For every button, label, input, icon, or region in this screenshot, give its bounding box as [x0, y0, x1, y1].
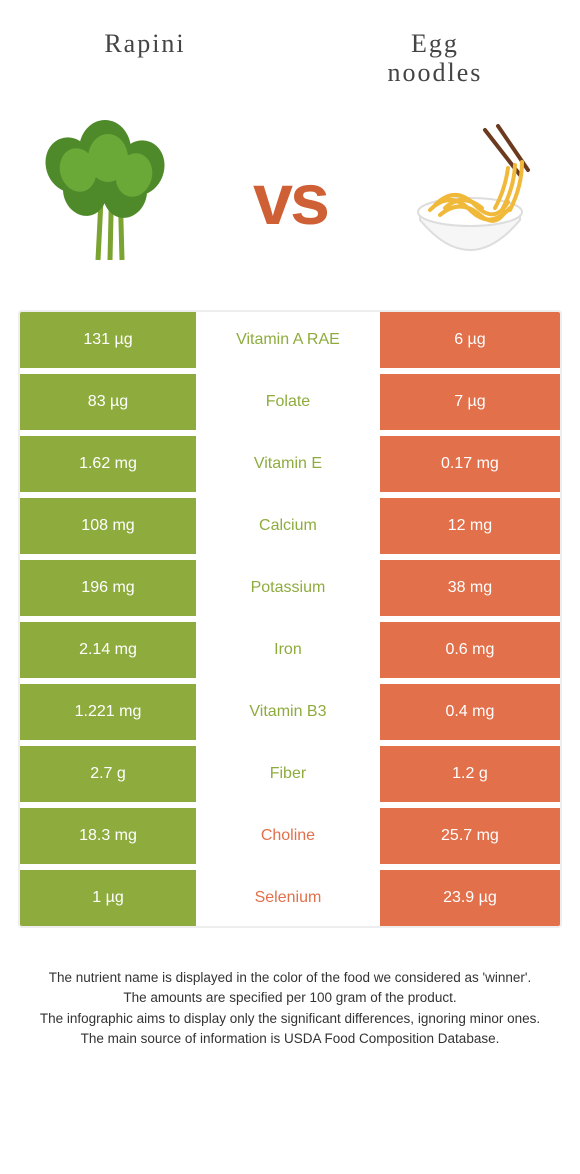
cell-right-value: 0.4 mg	[380, 684, 560, 740]
title-right: Eggnoodles	[388, 30, 483, 87]
cell-nutrient-name: Folate	[200, 374, 380, 430]
table-row: 196 mgPotassium38 mg	[20, 560, 560, 616]
table-row: 1.221 mgVitamin B30.4 mg	[20, 684, 560, 740]
cell-right-value: 1.2 g	[380, 746, 560, 802]
title-left: Rapini	[104, 30, 185, 59]
cell-nutrient-name: Vitamin A RAE	[200, 312, 380, 368]
table-row: 83 µgFolate7 µg	[20, 374, 560, 430]
footnote-line: The infographic aims to display only the…	[28, 1009, 552, 1029]
cell-left-value: 2.7 g	[20, 746, 200, 802]
images-row: vs	[0, 110, 580, 310]
table-row: 108 mgCalcium12 mg	[20, 498, 560, 554]
cell-left-value: 2.14 mg	[20, 622, 200, 678]
cell-nutrient-name: Calcium	[200, 498, 380, 554]
cell-left-value: 83 µg	[20, 374, 200, 430]
cell-left-value: 1 µg	[20, 870, 200, 926]
cell-right-value: 7 µg	[380, 374, 560, 430]
rapini-image	[30, 120, 190, 280]
nutrient-table: 131 µgVitamin A RAE6 µg 83 µgFolate7 µg 1.…	[18, 310, 562, 928]
header: Rapini Eggnoodles	[0, 0, 580, 110]
vs-label: vs	[253, 164, 327, 236]
footnotes: The nutrient name is displayed in the co…	[0, 928, 580, 1049]
table-row: 1 µgSelenium23.9 µg	[20, 870, 560, 926]
cell-nutrient-name: Fiber	[200, 746, 380, 802]
cell-right-value: 0.17 mg	[380, 436, 560, 492]
cell-right-value: 12 mg	[380, 498, 560, 554]
footnote-line: The amounts are specified per 100 gram o…	[28, 988, 552, 1008]
cell-right-value: 38 mg	[380, 560, 560, 616]
table-row: 2.14 mgIron0.6 mg	[20, 622, 560, 678]
noodles-image	[390, 120, 550, 280]
footnote-line: The nutrient name is displayed in the co…	[28, 968, 552, 988]
table-row: 1.62 mgVitamin E0.17 mg	[20, 436, 560, 492]
cell-nutrient-name: Vitamin E	[200, 436, 380, 492]
cell-right-value: 23.9 µg	[380, 870, 560, 926]
noodles-icon	[390, 120, 550, 280]
cell-left-value: 1.221 mg	[20, 684, 200, 740]
footnote-line: The main source of information is USDA F…	[28, 1029, 552, 1049]
cell-nutrient-name: Potassium	[200, 560, 380, 616]
cell-right-value: 6 µg	[380, 312, 560, 368]
cell-left-value: 196 mg	[20, 560, 200, 616]
cell-nutrient-name: Vitamin B3	[200, 684, 380, 740]
cell-left-value: 1.62 mg	[20, 436, 200, 492]
cell-nutrient-name: Iron	[200, 622, 380, 678]
cell-left-value: 18.3 mg	[20, 808, 200, 864]
cell-right-value: 25.7 mg	[380, 808, 560, 864]
cell-right-value: 0.6 mg	[380, 622, 560, 678]
cell-nutrient-name: Choline	[200, 808, 380, 864]
rapini-icon	[30, 120, 190, 280]
header-right: Eggnoodles	[290, 30, 580, 110]
table-row: 131 µgVitamin A RAE6 µg	[20, 312, 560, 368]
header-left: Rapini	[0, 30, 290, 110]
cell-left-value: 108 mg	[20, 498, 200, 554]
cell-left-value: 131 µg	[20, 312, 200, 368]
table-row: 18.3 mgCholine25.7 mg	[20, 808, 560, 864]
cell-nutrient-name: Selenium	[200, 870, 380, 926]
table-row: 2.7 gFiber1.2 g	[20, 746, 560, 802]
